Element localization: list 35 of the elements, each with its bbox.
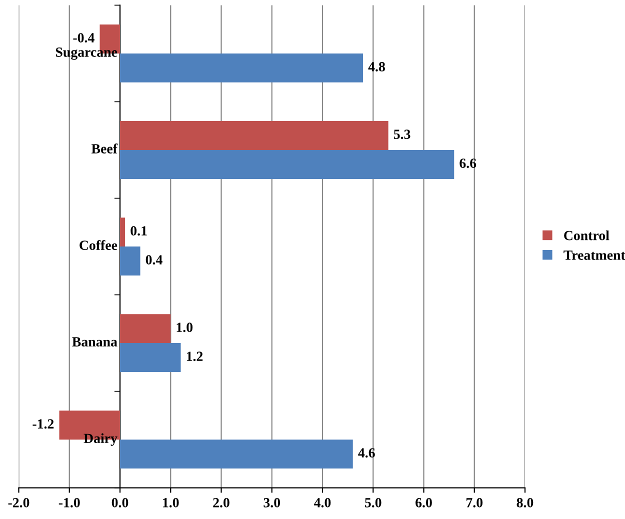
data-label: 1.2: [186, 352, 203, 362]
data-label: 1.0: [176, 322, 193, 332]
bar: [120, 440, 353, 469]
x-tick-label: 0.0: [112, 498, 128, 508]
x-tick-label: -1.0: [58, 498, 80, 508]
x-tick-label: 1.0: [163, 498, 179, 508]
x-tick-label: 8.0: [516, 498, 534, 508]
bar: [120, 246, 140, 276]
legend-label: Control: [564, 230, 610, 240]
bar: [120, 218, 126, 247]
data-label: 6.6: [460, 158, 476, 168]
data-label: 4.8: [368, 62, 385, 72]
x-tick-label: 2.0: [213, 498, 230, 508]
x-tick-label: 7.0: [466, 498, 483, 508]
y-tick-label: Coffee: [80, 240, 118, 250]
bar: [120, 150, 454, 179]
data-label: 0.4: [146, 255, 162, 265]
data-label: -1.2: [32, 419, 54, 429]
y-tick-label: Beef: [91, 144, 118, 154]
legend-label: Treatment: [564, 250, 625, 260]
bar: [120, 53, 363, 82]
bar: [120, 343, 181, 372]
x-tick-label: 3.0: [264, 498, 280, 508]
bar: [120, 121, 388, 150]
x-tick-label: 6.0: [416, 498, 432, 508]
data-label: 0.1: [130, 226, 147, 236]
data-label: -0.4: [73, 33, 94, 43]
data-label: 5.3: [394, 130, 410, 140]
x-tick-label: 4.0: [314, 498, 331, 508]
data-label: 4.6: [358, 448, 375, 458]
bar: [120, 314, 171, 344]
x-tick-label: 5.0: [365, 498, 382, 508]
y-tick-label: Banana: [72, 337, 118, 347]
y-tick-label: Sugarcane: [56, 47, 118, 60]
x-tick-label: -2.0: [8, 498, 30, 508]
